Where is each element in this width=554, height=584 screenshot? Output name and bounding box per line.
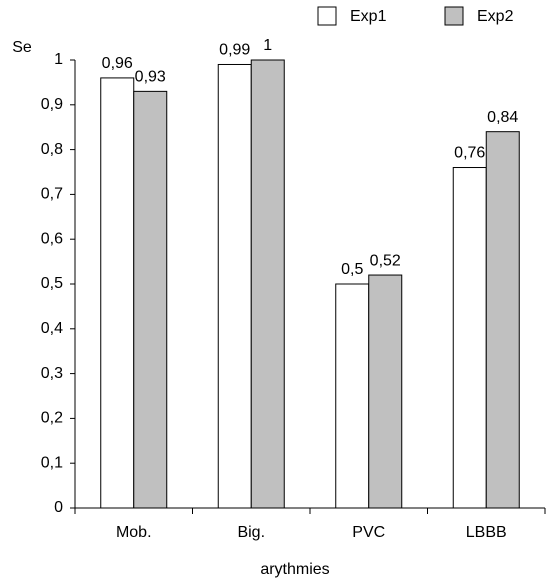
- y-tick-label: 0,1: [41, 454, 63, 471]
- y-tick-label: 0,4: [41, 320, 63, 337]
- x-tick-label: LBBB: [466, 524, 507, 541]
- y-tick-label: 0,6: [41, 230, 63, 247]
- bar: [217, 63, 252, 509]
- value-label: 0,5: [341, 261, 363, 278]
- bar: [452, 167, 487, 509]
- bar: [133, 90, 168, 509]
- y-tick-label: 0,9: [41, 96, 63, 113]
- bar: [335, 283, 370, 509]
- legend-label: Exp2: [477, 8, 514, 25]
- value-label: 0,84: [487, 109, 518, 126]
- x-tick-label: Big.: [237, 524, 265, 541]
- legend-label: Exp1: [350, 8, 387, 25]
- bar: [100, 77, 135, 509]
- bar: [250, 59, 285, 509]
- y-tick-label: 1: [54, 51, 63, 68]
- value-label: 0,76: [454, 145, 485, 162]
- bar: [368, 274, 403, 509]
- x-tick-label: Mob.: [116, 524, 152, 541]
- y-tick-label: 0: [54, 499, 63, 516]
- y-tick-label: 0,3: [41, 365, 63, 382]
- x-axis-label: arythmies: [260, 561, 329, 578]
- y-tick-label: 0,8: [41, 141, 63, 158]
- legend-swatch: [317, 6, 337, 26]
- value-label: 0,99: [219, 42, 250, 59]
- value-label: 1: [263, 37, 272, 54]
- y-axis-label: Se: [12, 39, 32, 56]
- bar: [485, 131, 520, 509]
- y-tick-label: 0,2: [41, 410, 63, 427]
- x-tick-label: PVC: [352, 524, 385, 541]
- value-label: 0,52: [370, 252, 401, 269]
- y-tick-label: 0,7: [41, 186, 63, 203]
- value-label: 0,96: [102, 55, 133, 72]
- y-tick-label: 0,5: [41, 275, 63, 292]
- legend-swatch: [444, 6, 464, 26]
- value-label: 0,93: [135, 69, 166, 86]
